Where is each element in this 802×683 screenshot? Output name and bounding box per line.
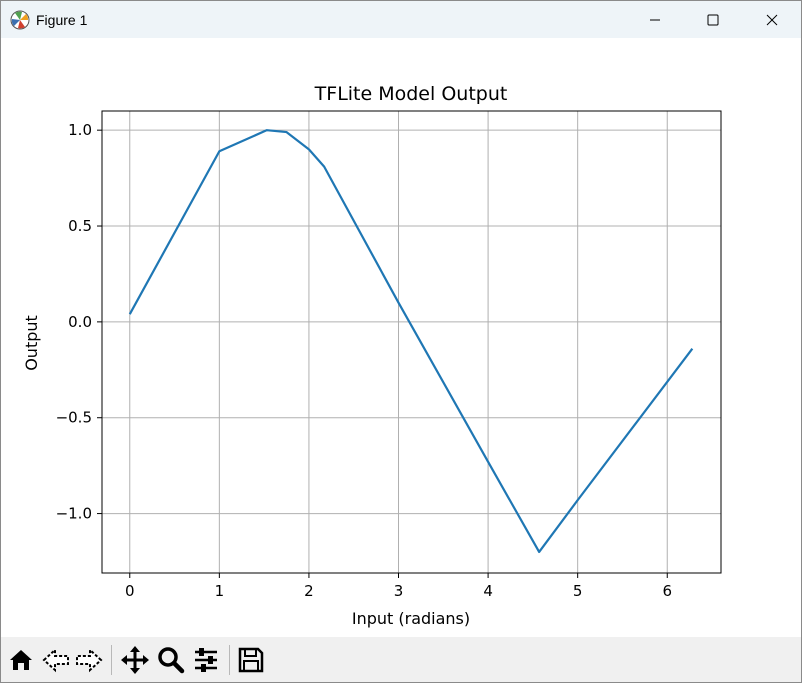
x-tick-label: 2 — [304, 582, 314, 600]
close-button[interactable] — [743, 1, 801, 38]
pan-icon — [121, 646, 149, 674]
x-axis-label: Input (radians) — [352, 609, 470, 628]
y-tick-label: 1.0 — [68, 121, 92, 139]
series-layer — [128, 129, 694, 554]
line-chart: 0 1 2 3 4 5 6 −1.0 −0.5 0.0 0.5 1.0 TFLite Model Ou… — [22, 83, 722, 628]
window-title: Figure 1 — [36, 12, 88, 28]
maximize-icon — [707, 14, 719, 25]
chart-title: TFLite Model Output — [314, 83, 508, 105]
x-tick-label: 5 — [573, 582, 583, 600]
maximize-button[interactable] — [684, 1, 742, 38]
zoom-button[interactable] — [156, 645, 186, 675]
title-bar[interactable]: Figure 1 — [1, 1, 801, 38]
back-icon — [42, 647, 69, 673]
zoom-icon — [158, 647, 185, 674]
series-line — [128, 129, 694, 554]
back-button[interactable] — [41, 645, 71, 675]
home-button[interactable] — [6, 645, 36, 675]
toolbar-separator — [111, 645, 112, 675]
x-tick-label: 1 — [215, 582, 225, 600]
forward-button[interactable] — [74, 645, 104, 675]
y-tick-label: −0.5 — [56, 409, 92, 427]
figure-canvas[interactable]: 0 1 2 3 4 5 6 −1.0 −0.5 0.0 0.5 1.0 TFLite Model Ou… — [1, 38, 801, 636]
save-icon — [238, 647, 264, 673]
save-button[interactable] — [236, 645, 266, 675]
pan-button[interactable] — [120, 645, 150, 675]
configure-subplots-icon — [195, 648, 217, 672]
axes-frame — [101, 110, 722, 574]
x-tick-label: 4 — [483, 582, 493, 600]
toolbar-separator — [229, 645, 230, 675]
y-tick-label: −1.0 — [56, 505, 92, 523]
close-icon — [766, 14, 778, 25]
y-axis-label: Output — [22, 315, 41, 371]
x-tick-label: 6 — [662, 582, 672, 600]
grid-lines — [102, 111, 721, 573]
minimize-button[interactable] — [626, 1, 684, 38]
home-icon — [10, 650, 32, 670]
x-tick-label: 3 — [394, 582, 404, 600]
matplotlib-logo-icon — [10, 10, 30, 30]
configure-subplots-button[interactable] — [191, 645, 221, 675]
tick-layer: 0 1 2 3 4 5 6 −1.0 −0.5 0.0 0.5 1.0 — [56, 121, 672, 600]
x-tick-label: 0 — [125, 582, 135, 600]
forward-icon — [76, 647, 103, 673]
y-tick-label: 0.5 — [68, 217, 92, 235]
navigation-toolbar — [1, 637, 801, 682]
minimize-icon — [650, 19, 660, 20]
y-tick-label: 0.0 — [68, 313, 92, 331]
